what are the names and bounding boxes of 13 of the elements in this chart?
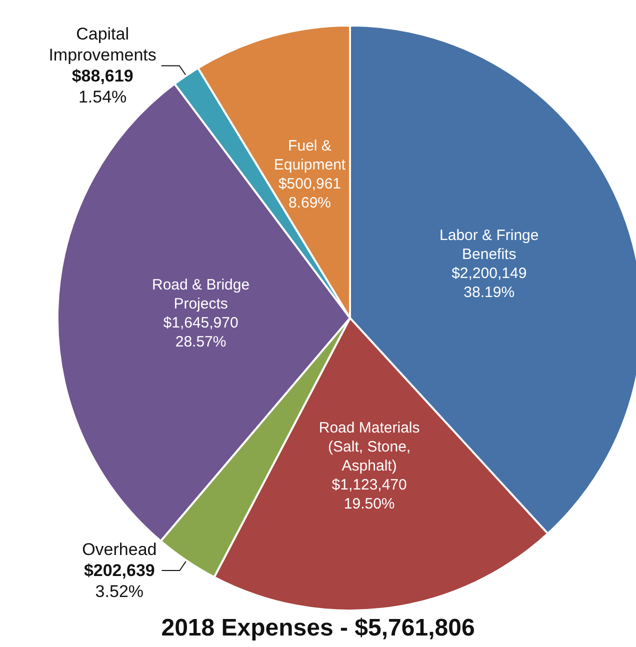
slice-label: Overhead [82,540,157,560]
slice-label: Labor & Fringe Benefits [439,226,539,263]
data-label: $202,639 3.52% [84,561,155,602]
slice-label: Capital Improvements [48,24,156,65]
data-label: $2,200,149 38.19% [452,264,527,301]
data-label: $500,961 8.69% [278,175,342,212]
slice-label: Road & Bridge Projects [152,276,250,312]
text: 2018 Expenses - $5,761,806 [161,614,475,642]
data-label: $1,123,470 19.50% [332,476,407,513]
slice-label: Road Materials (Salt, Stone, Asphalt) [318,420,420,475]
data-label: $88,619 1.54% [72,66,134,107]
slice-label: Fuel & Equipment [274,137,346,174]
data-label: $1,645,970 28.57% [163,314,238,350]
